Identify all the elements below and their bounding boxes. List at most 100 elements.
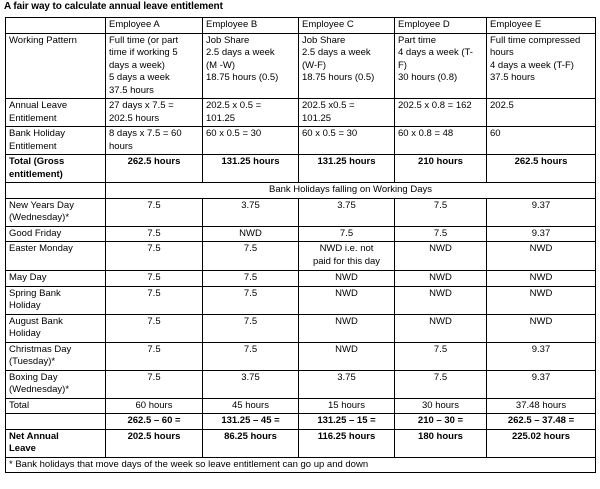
net-annual-value: 180 hours (394, 428, 487, 458)
footnote: * Bank holidays that move days of the we… (5, 456, 596, 473)
annual-leave-row: Annual Leave Entitlement 27 days x 7.5 = 20… (5, 98, 596, 127)
working-pattern-cell: Job Share 2.5 days a week (W-F) 18.75 hours… (298, 32, 395, 99)
section-heading-blank (5, 182, 106, 199)
column-header-employee: Employee D (394, 17, 487, 34)
row-label: Total (Gross entitlement) (5, 154, 106, 183)
holiday-value: 7.5 (105, 197, 203, 227)
holiday-value: 7.5 (105, 285, 203, 315)
bank-holiday-entitlement-row: Bank Holiday Entitlement 8 days x 7.5 = 60… (5, 126, 596, 155)
calc-label-blank (5, 413, 106, 430)
holiday-value: 7.5 (202, 313, 299, 343)
footnote-row: * Bank holidays that move days of the we… (5, 456, 596, 473)
holiday-value: 7.5 (298, 225, 395, 242)
column-header-employee: Employee E (486, 17, 596, 34)
bank-holiday-entitlement-cell: 60 x 0.8 = 48 (394, 126, 487, 155)
holiday-value: 7.5 (105, 241, 203, 271)
holiday-label: May Day (5, 270, 106, 287)
holiday-value: 3.75 (298, 197, 395, 227)
working-pattern-cell: Full time (or part time if working 5 days … (105, 32, 203, 99)
total-hours-value: 60 hours (105, 397, 203, 414)
holiday-label: Spring Bank Holiday (5, 285, 106, 315)
holiday-value: NWD (394, 270, 487, 287)
net-annual-row: Net Annual Leave 202.5 hours 86.25 hours 116… (5, 428, 596, 458)
net-calculation: 262.5 – 60 = (105, 413, 203, 430)
holiday-row: New Years Day (Wednesday)* 7.5 3.75 3.75 7.5 9… (5, 197, 596, 227)
holiday-value: NWD i.e. not paid for this day (298, 241, 395, 271)
holiday-label: Boxing Day (Wednesday)* (5, 369, 106, 399)
holiday-row: Boxing Day (Wednesday)* 7.5 3.75 3.75 7.5 9.37 (5, 369, 596, 399)
holiday-row: May Day 7.5 7.5 NWD NWD NWD (5, 270, 596, 287)
annual-leave-cell: 202.5 x0.5 = 101.25 (298, 98, 395, 127)
total-gross-value: 262.5 hours (105, 154, 203, 183)
working-pattern-cell: Part time 4 days a week (T- F) 30 hours (0.… (394, 32, 487, 99)
net-annual-value: 225.02 hours (486, 428, 596, 458)
holiday-value: 3.75 (202, 197, 299, 227)
holiday-row: Easter Monday 7.5 7.5 NWD i.e. not paid for … (5, 241, 596, 271)
holiday-value: 9.37 (486, 369, 596, 399)
working-pattern-cell: Job Share 2.5 days a week (M -W) 18.75 hour… (202, 32, 299, 99)
holiday-value: 9.37 (486, 197, 596, 227)
calc-row: 262.5 – 60 = 131.25 – 45 = 131.25 – 15 = 21… (5, 413, 596, 430)
holiday-value: 7.5 (202, 341, 299, 371)
total-gross-value: 131.25 hours (202, 154, 299, 183)
net-annual-value: 86.25 hours (202, 428, 299, 458)
section-heading-row: Bank Holidays falling on Working Days (5, 182, 596, 199)
net-calculation: 210 – 30 = (394, 413, 487, 430)
holiday-value: 7.5 (105, 341, 203, 371)
holiday-value: NWD (202, 225, 299, 242)
row-label: Net Annual Leave (5, 428, 106, 458)
column-header-employee: Employee C (298, 17, 395, 34)
holiday-value: NWD (298, 341, 395, 371)
annual-leave-cell: 202.5 x 0.5 = 101.25 (202, 98, 299, 127)
net-annual-value: 116.25 hours (298, 428, 395, 458)
net-calculation: 262.5 – 37.48 = (486, 413, 596, 430)
annual-leave-cell: 27 days x 7.5 = 202.5 hours (105, 98, 203, 127)
holiday-value: NWD (486, 313, 596, 343)
bank-holiday-entitlement-cell: 60 x 0.5 = 30 (298, 126, 395, 155)
total-hours-value: 15 hours (298, 397, 395, 414)
holiday-value: 7.5 (105, 369, 203, 399)
holiday-label: Christmas Day (Tuesday)* (5, 341, 106, 371)
holiday-value: 7.5 (105, 313, 203, 343)
holiday-value: 9.37 (486, 225, 596, 242)
holiday-value: 7.5 (105, 225, 203, 242)
holiday-value: 7.5 (394, 197, 487, 227)
holiday-value: NWD (298, 270, 395, 287)
leave-table: Employee A Employee B Employee C Employee D… (5, 17, 596, 473)
holiday-row: August Bank Holiday 7.5 7.5 NWD NWD NWD (5, 313, 596, 343)
holiday-value: NWD (298, 285, 395, 315)
net-calculation: 131.25 – 45 = (202, 413, 299, 430)
holiday-value: 7.5 (105, 270, 203, 287)
working-pattern-row: Working Pattern Full time (or part time if… (5, 32, 596, 99)
holiday-value: 3.75 (298, 369, 395, 399)
total-gross-value: 262.5 hours (486, 154, 596, 183)
holiday-value: NWD (394, 313, 487, 343)
bank-holiday-entitlement-cell: 60 (486, 126, 596, 155)
holiday-label: New Years Day (Wednesday)* (5, 197, 106, 227)
net-calculation: 131.25 – 15 = (298, 413, 395, 430)
row-label: Working Pattern (5, 32, 106, 99)
holiday-value: 7.5 (394, 341, 487, 371)
working-pattern-cell: Full time compressed hours 4 days a week (… (486, 32, 596, 99)
holiday-value: 7.5 (202, 241, 299, 271)
holiday-label: Easter Monday (5, 241, 106, 271)
column-header-employee: Employee A (105, 17, 203, 34)
row-label: Total (5, 397, 106, 414)
section-heading: Bank Holidays falling on Working Days (105, 182, 596, 199)
document-title: A fair way to calculate annual leave ent… (4, 1, 223, 12)
header-row: Employee A Employee B Employee C Employee D… (5, 17, 596, 34)
holiday-value: 3.75 (202, 369, 299, 399)
holiday-value: NWD (394, 285, 487, 315)
row-label: Annual Leave Entitlement (5, 98, 106, 127)
total-hours-value: 30 hours (394, 397, 487, 414)
total-gross-row: Total (Gross entitlement) 262.5 hours 131.2… (5, 154, 596, 183)
holiday-value: 7.5 (202, 270, 299, 287)
holiday-value: 9.37 (486, 341, 596, 371)
row-label: Bank Holiday Entitlement (5, 126, 106, 155)
holiday-row: Good Friday 7.5 NWD 7.5 7.5 9.37 (5, 225, 596, 242)
holiday-value: NWD (394, 241, 487, 271)
bank-holiday-entitlement-cell: 60 x 0.5 = 30 (202, 126, 299, 155)
total-gross-value: 131.25 hours (298, 154, 395, 183)
holiday-label: August Bank Holiday (5, 313, 106, 343)
total-hours-value: 45 hours (202, 397, 299, 414)
